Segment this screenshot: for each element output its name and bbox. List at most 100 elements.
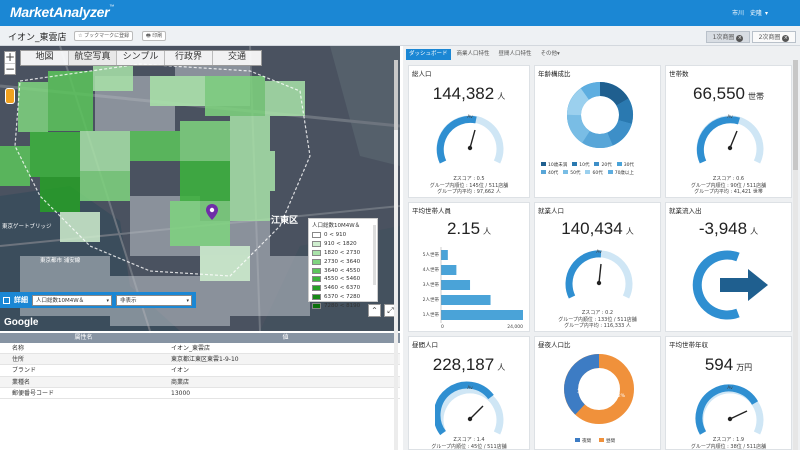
card-title: 平均世帯年収 <box>669 341 708 349</box>
bar-label: 2人世帯 <box>423 296 440 303</box>
bar-label: 1人世帯 <box>423 311 440 318</box>
pct-label-day: 62% <box>615 393 626 399</box>
table-row: 郵便番号コード 13000 <box>0 388 400 399</box>
axis-tick-max: 24,000 <box>507 324 523 329</box>
tab-primary-area[interactable]: 1次商圏 × <box>706 31 750 43</box>
bar-label: 4人世帯 <box>423 266 440 273</box>
card-title: 就業人口 <box>538 207 564 215</box>
store-location-pin-icon[interactable] <box>206 204 218 220</box>
legend-swatch <box>312 232 321 239</box>
tab-dashboard[interactable]: ダッシュボード <box>406 49 451 60</box>
zoom-control: + − <box>4 51 16 75</box>
zoom-in-button[interactable]: + <box>5 50 16 64</box>
bar <box>441 250 448 260</box>
metric-value: -3,948 人 <box>698 219 759 238</box>
attribute-name-cell: 住所 <box>12 356 25 364</box>
svg-text:Av: Av <box>727 385 733 391</box>
tab-daytime-population[interactable]: 昼間人口特性 <box>498 51 532 57</box>
attribute-value-cell: 商業店 <box>171 378 190 386</box>
metric-value: 140,434 人 <box>561 219 634 238</box>
expand-icon[interactable] <box>3 296 10 304</box>
card-title: 総人口 <box>412 70 432 78</box>
card-avg-household-size: 平均世帯人員 2.15 人 5人世帯 4人世帯 3人世帯 2人世帯 1人世帯 0 24,000 <box>408 202 530 332</box>
legend-label: 0 < 910 <box>324 232 347 239</box>
legend-item: 70歳以上 <box>607 170 634 176</box>
legend-title: 人口総数10M4W＆ <box>312 223 361 229</box>
legend-swatch <box>312 258 321 265</box>
column-header: 属性名 <box>74 334 93 341</box>
tab-admin-boundary[interactable]: 行政界 <box>165 51 213 65</box>
bookmark-button[interactable]: ☆ ブックマークに登録 <box>74 31 134 41</box>
tab-transit[interactable]: 交通 <box>227 52 246 62</box>
tab-secondary-area[interactable]: 2次商圏 × <box>752 31 796 43</box>
legend-swatch <box>312 293 321 300</box>
legend-item: 20代 <box>594 162 612 168</box>
app-logo[interactable]: MarketAnalyzer™ <box>10 4 114 20</box>
legend-item: 10歳未満 <box>541 162 567 168</box>
group-average: グループ内平均 : 97,662 人 <box>437 189 501 195</box>
left-scrollbar[interactable] <box>394 60 398 450</box>
metric-value: 144,382 人 <box>432 84 506 103</box>
map-view[interactable]: 地図 航空写真 シンプル 行政界 交通 + − 東京ゲートブリッジ 東京都市 浦… <box>0 46 400 331</box>
tab-commercial-population[interactable]: 商業人口特性 <box>456 51 490 57</box>
z-score: Zスコア : 0.2 <box>581 310 614 316</box>
legend-row: 910 < 1820 <box>312 240 374 249</box>
tab-map[interactable]: 地図 <box>21 51 69 65</box>
group-rank: グループ内順位 : 145位 / 511店舗 <box>429 182 509 189</box>
legend-label: 1820 < 2730 <box>324 249 361 256</box>
close-icon[interactable]: × <box>736 35 744 42</box>
legend-swatch <box>312 302 321 309</box>
column-header: 値 <box>282 334 289 341</box>
legend-item: 40代 <box>541 170 558 176</box>
card-daytime-population: 昼間人口 228,187 人 Av Zスコア : 1.4 グループ内順位 : 45… <box>408 336 530 450</box>
population-legend: 人口総数10M4W＆ 0 < 910 910 < 1820 1820 < 2730 2… <box>308 218 378 309</box>
tab-more[interactable]: その他▾ <box>540 51 560 57</box>
attribute-value-cell: イオン_東雲店 <box>171 345 211 352</box>
tab-aerial[interactable]: 航空写真 <box>69 51 117 65</box>
close-icon[interactable]: × <box>782 35 790 42</box>
collapse-up-button[interactable]: ⌃ <box>368 304 381 317</box>
card-title: 世帯数 <box>669 70 689 78</box>
card-title: 昼夜人口比 <box>538 341 571 349</box>
metric-value: 66,550 世帯 <box>693 84 764 103</box>
zoom-out-button[interactable]: − <box>5 62 16 76</box>
attribute-value-cell: イオン <box>171 367 190 375</box>
user-menu[interactable]: 市川 史隆 ▾ <box>731 10 768 17</box>
legend-row: 2730 < 3640 <box>312 257 374 266</box>
attribute-name-cell: 業種名 <box>12 378 31 386</box>
print-button[interactable]: 🖶 印刷 <box>142 31 167 41</box>
streetview-pegman-icon[interactable] <box>5 88 15 104</box>
legend-item: 10代 <box>572 162 589 168</box>
ward-label: 江東区 <box>271 216 299 226</box>
svg-text:Av: Av <box>467 385 473 391</box>
card-age-composition: 年齢構成比 10歳未満 10代 20代 30代 40代 50代 60代 70歳以上 <box>534 65 661 198</box>
card-avg-household-income: 平均世帯年収 594 万円 Av Zスコア : 1.9 グループ内順位 : 38位… <box>665 336 792 450</box>
legend-scrollbar[interactable] <box>373 225 376 285</box>
tab-simple[interactable]: シンプル <box>117 51 165 65</box>
dashboard-panel: ダッシュボード 商業人口特性 昼間人口特性 その他▾ 総人口 144,382 人 … <box>403 46 800 450</box>
legend-row: 3640 < 4550 <box>312 266 374 275</box>
table-row: 名称 イオン_東雲店 <box>0 343 400 355</box>
table-body: 名称 イオン_東雲店 住所 東京都江東区東雲1-9-10 ブランド イオン業種名 商業店郵便… <box>0 343 400 399</box>
attribute-name-cell: 郵便番号コード <box>12 389 55 397</box>
legend-swatch <box>312 249 321 256</box>
display-select[interactable]: 非表示 ▾ <box>116 294 192 306</box>
bar-label: 5人世帯 <box>423 251 440 258</box>
group-rank: グループ内順位 : 45位 / 511店舗 <box>431 443 507 450</box>
gauge-chart: Av <box>696 114 764 164</box>
metric-value: 228,187 人 <box>432 355 506 374</box>
card-working-population: 就業人口 140,434 人 Av Zスコア : 0.2 グループ内順位 : 13… <box>534 202 661 332</box>
bar <box>441 280 471 290</box>
legend-label: 7280 < 8190 <box>324 302 361 309</box>
attribute-name-cell: ブランド <box>12 367 37 375</box>
card-title: 昼間人口 <box>412 341 438 349</box>
filter-label: 詳細 <box>14 296 28 304</box>
table-row: 住所 東京都江東区東雲1-9-10 <box>0 354 400 366</box>
store-attribute-table: 属性名 値 名称 イオン_東雲店 住所 東京都江東区東雲1-9-10 ブランド イオン 業種… <box>0 333 400 450</box>
household-bar-chart: 5人世帯 4人世帯 3人世帯 2人世帯 1人世帯 0 24,000 <box>423 247 523 329</box>
layer-select[interactable]: 人口総数10M4W＆ ▾ <box>32 294 112 306</box>
table-row: 業種名 商業店 <box>0 376 400 388</box>
day-night-legend: 夜間 昼間 <box>575 438 615 444</box>
right-scrollbar[interactable] <box>793 60 798 450</box>
